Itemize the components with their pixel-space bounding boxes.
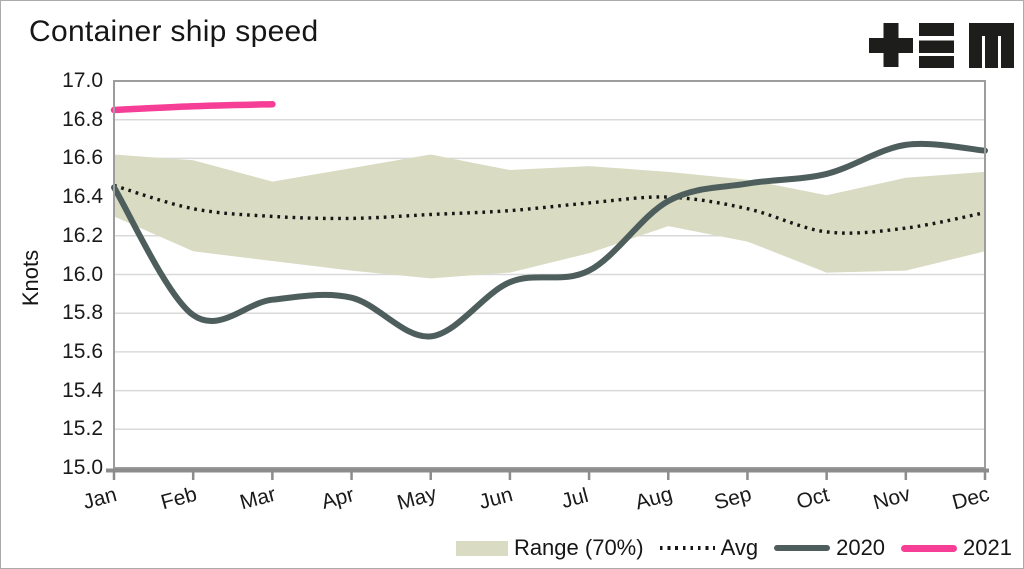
triple-bar-icon [919, 23, 954, 68]
legend-label-range: Range (70%) [513, 535, 644, 560]
y-tick-label: 15.6 [62, 339, 103, 363]
m-icon [969, 23, 1014, 68]
legend-item-range: Range (70%) [455, 535, 644, 561]
y-tick-label: 15.0 [62, 456, 103, 479]
line-2021 [110, 100, 276, 114]
y-tick-label: 16.8 [62, 107, 103, 131]
range-band [114, 154, 985, 279]
line-2021-swatch [901, 544, 958, 552]
plot-border [113, 80, 986, 469]
tem-logo [869, 23, 1014, 68]
y-axis-title: Knots [18, 249, 43, 307]
legend-item-2021: 2021 [901, 535, 1012, 561]
y-tick-label: 16.4 [62, 185, 103, 209]
legend-item-avg: Avg [659, 535, 759, 561]
range-band-swatch [455, 540, 508, 556]
legend-label-2021: 2021 [963, 535, 1012, 560]
y-tick-label: 15.2 [62, 417, 103, 441]
chart-title: Container ship speed [29, 15, 319, 48]
y-tick-label: 16.6 [62, 146, 103, 170]
y-tick-label: 16.2 [62, 223, 103, 247]
y-tick-label: 17.0 [62, 69, 103, 92]
line-2020 [111, 140, 988, 340]
y-tick-label: 15.8 [62, 301, 103, 325]
legend-label-2020: 2020 [836, 535, 886, 560]
y-tick-label: 15.4 [62, 378, 103, 402]
legend-label-avg: Avg [720, 535, 759, 560]
legend-item-2020: 2020 [774, 535, 885, 561]
plus-icon [869, 23, 913, 67]
avg-line-swatch [659, 546, 715, 550]
line-2020-swatch [774, 545, 831, 551]
legend: Range (70%) Avg 2020 2021 [455, 535, 1012, 561]
y-tick-label: 16.0 [62, 262, 103, 286]
